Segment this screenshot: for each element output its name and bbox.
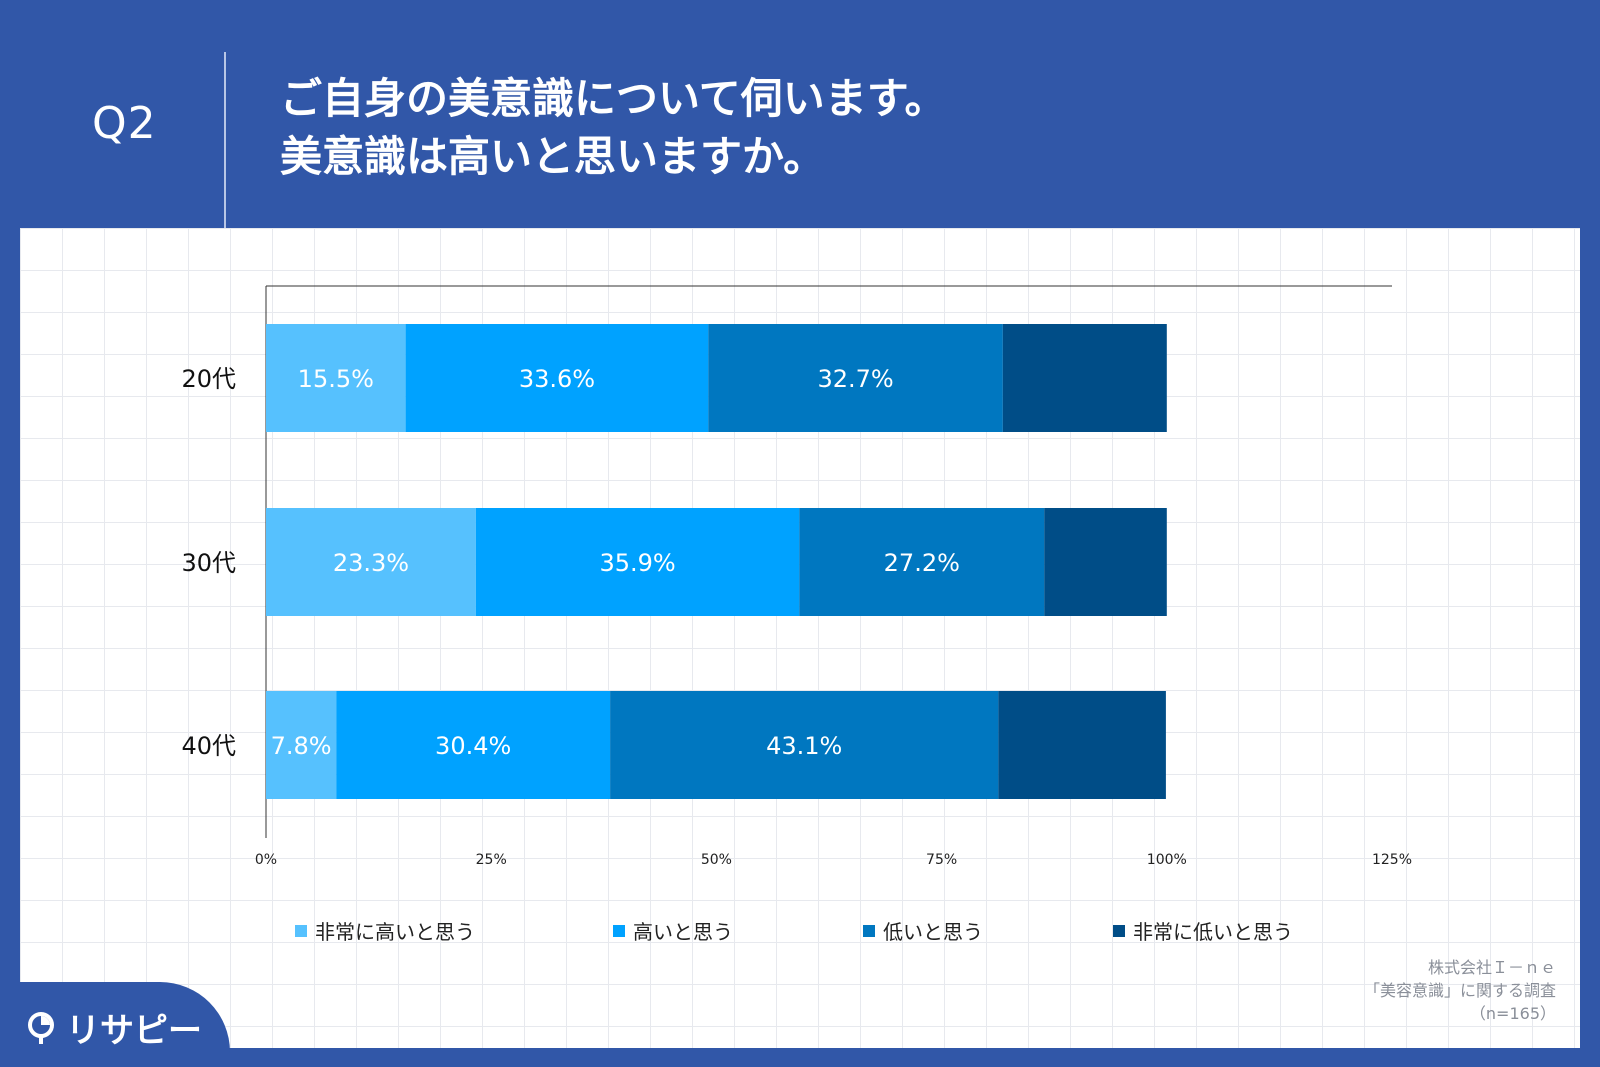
legend-item-very-low: 非常に低いと思う <box>1113 916 1293 945</box>
source-survey: 「美容意識」に関する調査 <box>1363 981 1556 1000</box>
legend-item-low: 低いと思う <box>863 916 983 945</box>
data-label: 35.9% <box>599 549 675 577</box>
data-label: 30.4% <box>435 732 511 760</box>
source-note: 株式会社Ｉ－ｎｅ 「美容意識」に関する調査 （n=165） <box>1364 956 1556 1025</box>
bar-segment <box>266 691 337 799</box>
data-label: 43.1% <box>766 732 842 760</box>
bar-segment <box>1044 508 1167 616</box>
bar-segment <box>610 691 999 799</box>
header-divider <box>224 52 226 228</box>
data-label: 23.3% <box>333 549 409 577</box>
category-label: 40代 <box>181 732 236 760</box>
chart-panel: 20代 15.5% 33.6% 32.7% 30代 23.3% 35.9% 27.2% 40代 7… <box>20 228 1580 1048</box>
bar-segment <box>799 508 1045 616</box>
legend-swatch-low <box>863 924 875 937</box>
legend-swatch-very-high <box>295 924 307 937</box>
legend-label-low: 低いと思う <box>883 920 983 944</box>
legend-label-very-high: 非常に高いと思う <box>315 920 475 944</box>
bar-segment <box>336 691 611 799</box>
stacked-bar-chart: 20代 15.5% 33.6% 32.7% 30代 23.3% 35.9% 27.2% 40代 7… <box>181 285 1412 868</box>
source-company: 株式会社Ｉ－ｎｅ <box>1427 958 1556 977</box>
x-tick-label: 100% <box>1147 852 1187 868</box>
bar-segment <box>266 508 476 616</box>
x-tick-label: 25% <box>476 852 507 868</box>
bar-segment <box>475 508 800 616</box>
category-label: 20代 <box>181 365 236 393</box>
legend-swatch-very-low <box>1113 924 1125 937</box>
legend-swatch-high <box>613 924 625 937</box>
legend-label-high: 高いと思う <box>633 920 733 944</box>
data-label: 15.5% <box>298 365 374 393</box>
data-label: 32.7% <box>817 365 893 393</box>
brand-logo: リサピー <box>24 1003 202 1052</box>
chart-legend: 非常に高いと思う 高いと思う 低いと思う 非常に低いと思う <box>295 916 1395 946</box>
bar-segment <box>1002 324 1167 432</box>
data-label: 7.8% <box>271 732 332 760</box>
bar-segment <box>998 691 1166 799</box>
legend-item-high: 高いと思う <box>613 916 733 945</box>
bar-segment <box>405 324 709 432</box>
brand-logo-text: リサピー <box>66 1011 202 1051</box>
data-label: 27.2% <box>884 549 960 577</box>
legend-item-very-high: 非常に高いと思う <box>295 916 475 945</box>
logo-tab <box>0 982 230 1067</box>
source-sample-size: （n=165） <box>1469 1004 1556 1023</box>
question-title-line-2: 美意識は高いと思いますか。 <box>280 132 826 181</box>
question-label: Q2 <box>92 98 157 149</box>
bar-segment <box>708 324 1003 432</box>
x-tick-label: 0% <box>255 852 277 868</box>
x-tick-label: 75% <box>926 852 957 868</box>
data-label: 33.6% <box>519 365 595 393</box>
x-tick-label: 50% <box>701 852 732 868</box>
category-label: 30代 <box>181 549 236 577</box>
question-title: ご自身の美意識について伺います。 美意識は高いと思いますか。 <box>280 70 947 186</box>
brand-mark-icon <box>28 1011 54 1044</box>
question-title-line-1: ご自身の美意識について伺います。 <box>280 74 947 123</box>
header: Q2 ご自身の美意識について伺います。 美意識は高いと思いますか。 <box>0 0 1600 228</box>
legend-label-very-low: 非常に低いと思う <box>1133 920 1293 944</box>
x-tick-label: 125% <box>1372 852 1412 868</box>
bar-segment <box>266 324 406 432</box>
